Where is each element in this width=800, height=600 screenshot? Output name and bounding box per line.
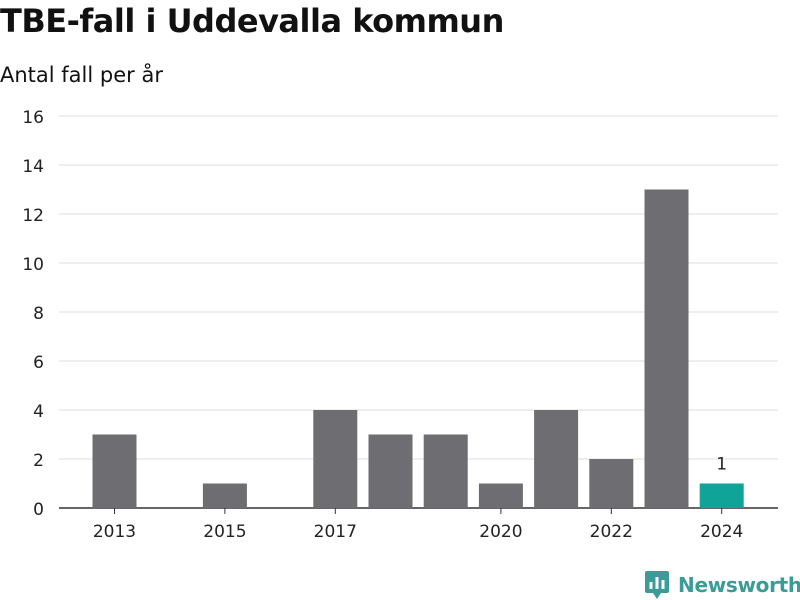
y-tick-label: 8 xyxy=(33,304,44,324)
y-tick-label: 4 xyxy=(33,402,44,422)
y-tick-label: 6 xyxy=(33,353,44,373)
bar xyxy=(423,434,468,508)
x-tick-label: 2015 xyxy=(203,522,246,542)
y-tick-label: 14 xyxy=(22,157,44,177)
newsworthy-logo: Newsworthy xyxy=(645,570,800,600)
data-label: 1 xyxy=(716,455,727,475)
chart-title: TBE-fall i Uddevalla kommun xyxy=(0,2,504,40)
x-tick-label: 2024 xyxy=(700,522,743,542)
bar xyxy=(92,434,137,508)
y-tick-label: 12 xyxy=(22,206,44,226)
bar xyxy=(699,483,744,508)
x-tick-label: 2020 xyxy=(479,522,522,542)
y-tick-label: 2 xyxy=(33,451,44,471)
x-tick-label: 2017 xyxy=(314,522,357,542)
chart-subtitle: Antal fall per år xyxy=(0,63,163,87)
bar xyxy=(478,483,523,508)
y-tick-label: 0 xyxy=(33,500,44,520)
bar xyxy=(313,410,358,508)
x-tick-label: 2022 xyxy=(590,522,633,542)
y-tick-label: 10 xyxy=(22,255,44,275)
bar xyxy=(368,434,413,508)
bar xyxy=(589,459,634,508)
bar-chart-pin-icon xyxy=(645,571,669,599)
bar xyxy=(534,410,579,508)
x-tick-label: 2013 xyxy=(93,522,136,542)
y-tick-label: 16 xyxy=(22,108,44,128)
bar xyxy=(202,483,247,508)
bar xyxy=(644,189,689,508)
brand-name: Newsworthy xyxy=(678,573,800,597)
